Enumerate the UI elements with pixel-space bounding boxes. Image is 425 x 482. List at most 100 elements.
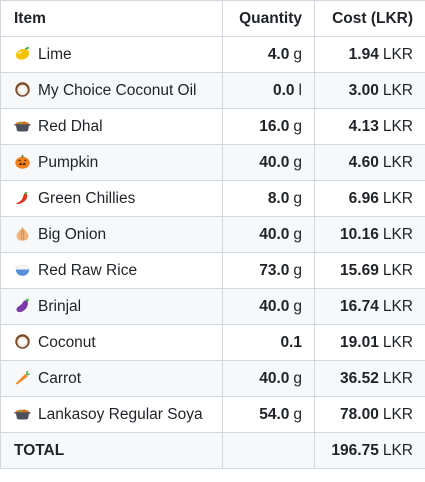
table-row: Coconut 0.1 19.01 LKR — [0, 324, 425, 361]
quantity-cell: 8.0 g — [222, 180, 315, 217]
eggplant-icon — [14, 297, 31, 314]
cost-unit: LKR — [382, 261, 413, 279]
item-name: Lime — [38, 46, 72, 63]
header-cost: Cost (LKR) — [314, 0, 425, 37]
cost-cell: 6.96 LKR — [314, 180, 425, 217]
quantity-unit: g — [293, 297, 302, 315]
item-cell: Red Raw Rice — [0, 252, 223, 289]
item-name: Red Raw Rice — [38, 262, 138, 279]
item-cell: Coconut — [0, 324, 223, 361]
item-cell: Red Dhal — [0, 108, 223, 145]
item-cell: Lime — [0, 36, 223, 73]
table-row: Pumpkin 40.0 g 4.60 LKR — [0, 144, 425, 181]
cost-cell: 4.13 LKR — [314, 108, 425, 145]
table-row: Red Dhal 16.0 g 4.13 LKR — [0, 108, 425, 145]
cost-cell: 10.16 LKR — [314, 216, 425, 253]
pumpkin-icon — [14, 153, 31, 170]
quantity-value: 54.0 — [259, 405, 290, 423]
table-row: Carrot 40.0 g 36.52 LKR — [0, 360, 425, 397]
cost-cell: 78.00 LKR — [314, 396, 425, 433]
item-name: Big Onion — [38, 226, 107, 243]
table-row: Green Chillies 8.0 g 6.96 LKR — [0, 180, 425, 217]
table-row: Big Onion 40.0 g 10.16 LKR — [0, 216, 425, 253]
cost-cell: 19.01 LKR — [314, 324, 425, 361]
quantity-cell: 40.0 g — [222, 288, 315, 325]
chili-pepper-icon — [14, 189, 31, 206]
cost-unit: LKR — [382, 297, 413, 315]
cost-value: 6.96 — [348, 189, 379, 207]
table-row: Lankasoy Regular Soya 54.0 g 78.00 LKR — [0, 396, 425, 433]
carrot-icon — [14, 369, 31, 386]
quantity-unit: l — [298, 81, 302, 99]
rice-bowl-icon — [14, 261, 31, 278]
quantity-value: 40.0 — [259, 225, 290, 243]
quantity-cell: 40.0 g — [222, 144, 315, 181]
total-cost-unit: LKR — [382, 441, 413, 459]
quantity-value: 40.0 — [259, 369, 290, 387]
item-name: My Choice Coconut Oil — [38, 82, 197, 99]
item-cell: Pumpkin — [0, 144, 223, 181]
quantity-value: 16.0 — [259, 117, 290, 135]
item-cell: Carrot — [0, 360, 223, 397]
cost-unit: LKR — [382, 333, 413, 351]
quantity-value: 73.0 — [259, 261, 290, 279]
item-name: Lankasoy Regular Soya — [38, 406, 203, 423]
total-quantity-cell — [222, 432, 315, 469]
quantity-value: 40.0 — [259, 297, 290, 315]
ingredients-cost-table: Item Quantity Cost (LKR) Lime 4.0 g 1.94 LKR… — [0, 0, 425, 469]
quantity-cell: 73.0 g — [222, 252, 315, 289]
quantity-value: 8.0 — [267, 189, 290, 207]
item-cell: Big Onion — [0, 216, 223, 253]
quantity-unit: g — [293, 153, 302, 171]
total-label: TOTAL — [0, 432, 223, 469]
quantity-unit: g — [293, 225, 302, 243]
item-name: Brinjal — [38, 298, 82, 315]
cost-value: 10.16 — [340, 225, 379, 243]
item-name: Red Dhal — [38, 118, 103, 135]
cost-cell: 15.69 LKR — [314, 252, 425, 289]
cost-cell: 4.60 LKR — [314, 144, 425, 181]
coconut-icon — [14, 81, 31, 98]
cost-unit: LKR — [382, 405, 413, 423]
cost-value: 4.60 — [348, 153, 379, 171]
table-body: Lime 4.0 g 1.94 LKR My Choice Coconut Oil 0.0 l… — [0, 36, 425, 433]
table-header-row: Item Quantity Cost (LKR) — [0, 0, 425, 37]
cost-unit: LKR — [382, 153, 413, 171]
item-name: Coconut — [38, 334, 96, 351]
pot-of-food-icon — [14, 405, 31, 422]
item-name: Pumpkin — [38, 154, 99, 171]
quantity-unit: g — [293, 189, 302, 207]
cost-value: 36.52 — [340, 369, 379, 387]
quantity-cell: 40.0 g — [222, 216, 315, 253]
quantity-value: 4.0 — [267, 45, 290, 63]
item-name: Green Chillies — [38, 190, 136, 207]
quantity-unit: g — [293, 45, 302, 63]
cost-cell: 16.74 LKR — [314, 288, 425, 325]
item-name: Carrot — [38, 370, 82, 387]
quantity-unit: g — [293, 405, 302, 423]
quantity-cell: 4.0 g — [222, 36, 315, 73]
quantity-unit: g — [293, 369, 302, 387]
onion-icon — [14, 225, 31, 242]
cost-unit: LKR — [382, 81, 413, 99]
quantity-cell: 54.0 g — [222, 396, 315, 433]
table-row: Red Raw Rice 73.0 g 15.69 LKR — [0, 252, 425, 289]
table-row: Lime 4.0 g 1.94 LKR — [0, 36, 425, 73]
header-quantity: Quantity — [222, 0, 315, 37]
cost-unit: LKR — [382, 45, 413, 63]
table-row: My Choice Coconut Oil 0.0 l 3.00 LKR — [0, 72, 425, 109]
item-cell: Brinjal — [0, 288, 223, 325]
quantity-unit: g — [293, 117, 302, 135]
item-cell: Lankasoy Regular Soya — [0, 396, 223, 433]
cost-cell: 36.52 LKR — [314, 360, 425, 397]
lemon-icon — [14, 45, 31, 62]
quantity-cell: 16.0 g — [222, 108, 315, 145]
cost-value: 15.69 — [340, 261, 379, 279]
total-row: TOTAL 196.75 LKR — [0, 432, 425, 469]
cost-value: 78.00 — [340, 405, 379, 423]
cost-value: 16.74 — [340, 297, 379, 315]
header-item: Item — [0, 0, 223, 37]
cost-value: 3.00 — [348, 81, 379, 99]
quantity-value: 0.0 — [272, 81, 295, 99]
cost-cell: 1.94 LKR — [314, 36, 425, 73]
